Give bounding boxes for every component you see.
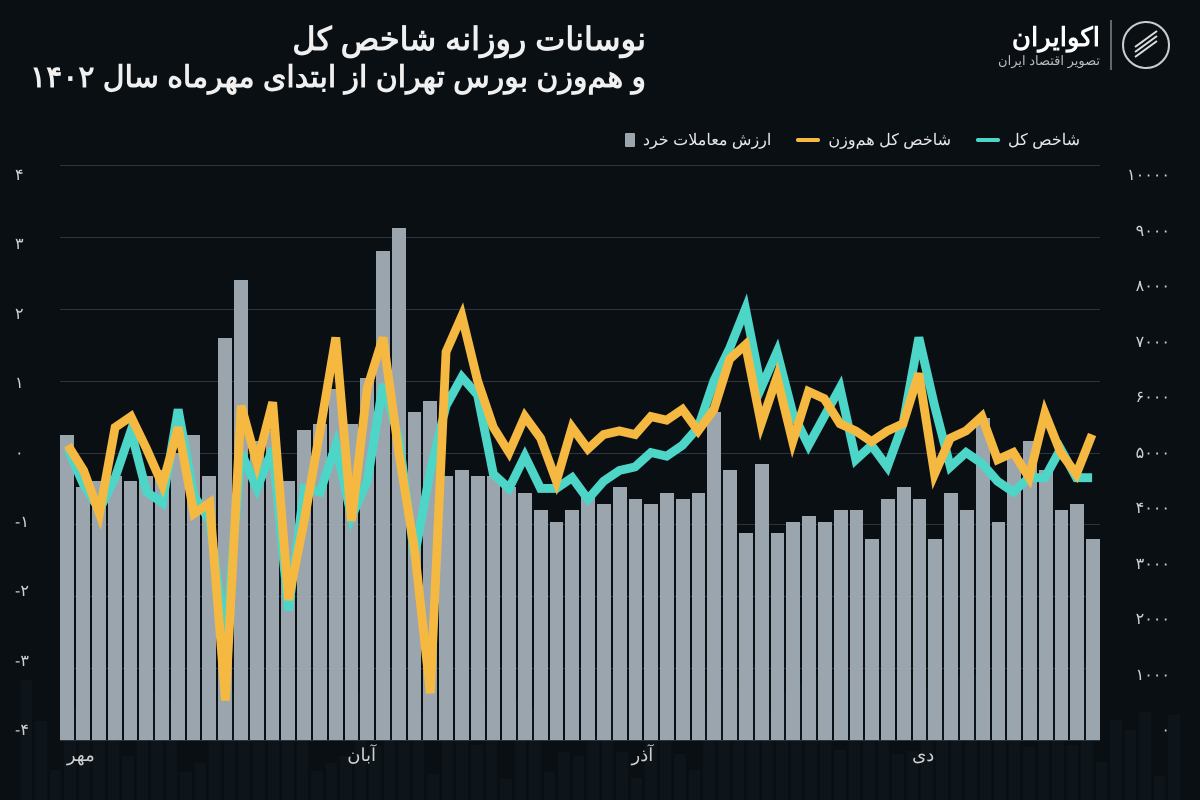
y-left-tick: ۱- bbox=[15, 512, 55, 532]
legend-swatch-2 bbox=[796, 138, 820, 142]
y-right-tick: ۴۰۰۰ bbox=[1110, 498, 1170, 518]
y-right-tick: ۱۰۰۰۰ bbox=[1110, 165, 1170, 185]
x-label: آبان bbox=[347, 745, 376, 766]
logo-name: اکوایران bbox=[998, 22, 1100, 53]
chart: ۴۳۲۱۰۱-۲-۳-۴- ۱۰۰۰۰۹۰۰۰۸۰۰۰۷۰۰۰۶۰۰۰۵۰۰۰۴… bbox=[60, 165, 1100, 740]
x-label: مهر bbox=[67, 745, 95, 766]
y-left-tick: ۳ bbox=[15, 234, 55, 254]
lines-layer bbox=[60, 165, 1100, 740]
header: اکوایران تصویر اقتصاد ایران نوسانات روزا… bbox=[30, 20, 1170, 95]
legend-item-series2: شاخص کل هم‌وزن bbox=[796, 130, 951, 150]
logo-icon bbox=[1122, 21, 1170, 69]
y-left-tick: ۰ bbox=[15, 443, 55, 463]
line-series2 bbox=[68, 316, 1092, 701]
legend-item-series1: شاخص کل bbox=[976, 130, 1080, 150]
y-right-tick: ۰ bbox=[1110, 720, 1170, 740]
legend: شاخص کل شاخص کل هم‌وزن ارزش معاملات خرد bbox=[625, 130, 1080, 150]
y-left-tick: ۳- bbox=[15, 651, 55, 671]
legend-swatch-1 bbox=[976, 138, 1000, 142]
y-right-tick: ۹۰۰۰ bbox=[1110, 221, 1170, 241]
logo-tagline: تصویر اقتصاد ایران bbox=[998, 53, 1100, 69]
y-left-tick: ۴ bbox=[15, 165, 55, 185]
y-axis-left: ۴ ۳ ۲ ۱ ۰ ۱- ۲- ۳- ۴- bbox=[15, 165, 55, 740]
y-left-tick: ۴- bbox=[15, 720, 55, 740]
y-left-tick: ۱ bbox=[15, 373, 55, 393]
legend-swatch-3 bbox=[625, 133, 635, 147]
gridline bbox=[60, 740, 1100, 741]
title-line-2: و هم‌وزن بورس تهران از ابتدای مهرماه سال… bbox=[30, 60, 646, 95]
y-right-tick: ۷۰۰۰ bbox=[1110, 332, 1170, 352]
logo-block: اکوایران تصویر اقتصاد ایران bbox=[998, 20, 1170, 70]
x-axis: مهر آبان آذر دی bbox=[60, 745, 1100, 775]
y-right-tick: ۲۰۰۰ bbox=[1110, 609, 1170, 629]
y-right-tick: ۳۰۰۰ bbox=[1110, 554, 1170, 574]
x-label: دی bbox=[912, 745, 934, 766]
legend-label-3: ارزش معاملات خرد bbox=[643, 130, 772, 150]
legend-label-1: شاخص کل bbox=[1008, 130, 1080, 150]
y-left-tick: ۲- bbox=[15, 581, 55, 601]
legend-label-2: شاخص کل هم‌وزن bbox=[828, 130, 951, 150]
legend-item-series3: ارزش معاملات خرد bbox=[625, 130, 772, 150]
x-label: آذر bbox=[632, 745, 654, 766]
y-axis-right: ۱۰۰۰۰۹۰۰۰۸۰۰۰۷۰۰۰۶۰۰۰۵۰۰۰۴۰۰۰۳۰۰۰۲۰۰۰۱۰۰… bbox=[1110, 165, 1170, 740]
y-left-tick: ۲ bbox=[15, 304, 55, 324]
y-right-tick: ۵۰۰۰ bbox=[1110, 443, 1170, 463]
title-line-1: نوسانات روزانه شاخص کل bbox=[30, 20, 646, 58]
y-right-tick: ۶۰۰۰ bbox=[1110, 387, 1170, 407]
plot-area: ۴۳۲۱۰۱-۲-۳-۴- ۱۰۰۰۰۹۰۰۰۸۰۰۰۷۰۰۰۶۰۰۰۵۰۰۰۴… bbox=[60, 165, 1100, 740]
y-right-tick: ۱۰۰۰ bbox=[1110, 665, 1170, 685]
y-right-tick: ۸۰۰۰ bbox=[1110, 276, 1170, 296]
logo-divider bbox=[1110, 20, 1112, 70]
